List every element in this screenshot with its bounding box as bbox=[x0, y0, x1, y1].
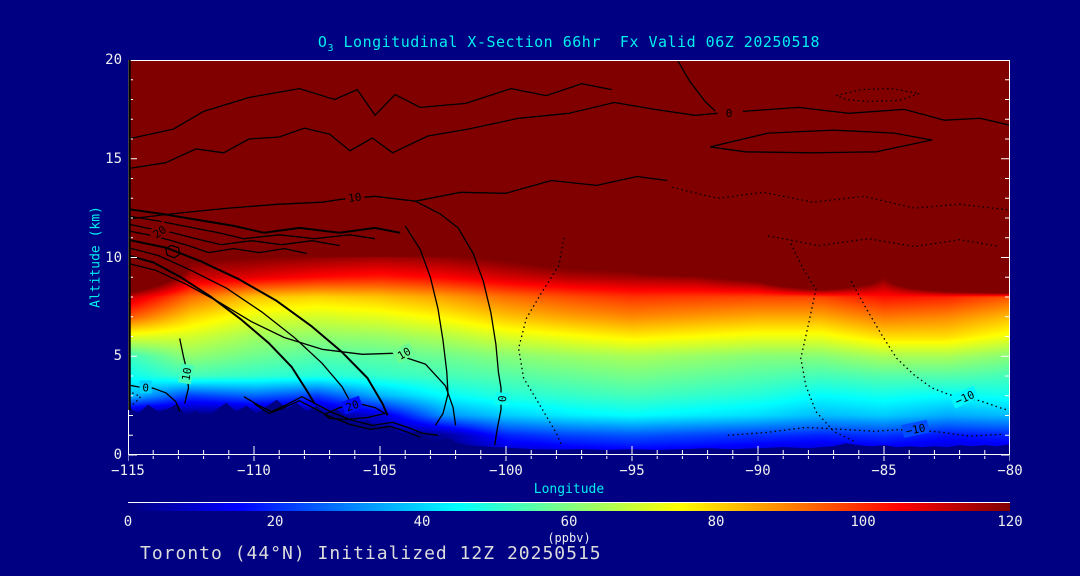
y-tick-label: 15 bbox=[105, 150, 122, 167]
contour-label-group: 20 bbox=[340, 395, 364, 415]
contour-line-solid bbox=[404, 225, 449, 426]
contour-label: 0 bbox=[496, 395, 510, 403]
contour-label: 10 bbox=[179, 366, 194, 381]
contour-line-dotted bbox=[672, 186, 1010, 211]
contour-line-solid bbox=[128, 215, 376, 240]
contour-label-group: 10 bbox=[177, 363, 195, 385]
contour-line-solid bbox=[128, 238, 389, 416]
x-tick-label: −80 bbox=[997, 463, 1023, 479]
contour-label-group: −10 bbox=[901, 419, 930, 438]
x-tick-label: −100 bbox=[489, 463, 523, 479]
ozone-field-canvas bbox=[128, 60, 1010, 455]
chart-title-rest: Longitudinal X-Section 66hr Fx Valid 06Z… bbox=[333, 33, 821, 51]
contour-label-bg bbox=[949, 385, 979, 409]
contour-label: −10 bbox=[905, 421, 927, 438]
contour-line-solid bbox=[128, 246, 353, 406]
colorbar-tick-label: 100 bbox=[850, 514, 876, 530]
colorbar-tick-label: 60 bbox=[560, 514, 578, 530]
contour-line-dotted bbox=[727, 426, 1003, 437]
contour-label: 20 bbox=[344, 398, 361, 415]
contour-line-solid bbox=[128, 384, 181, 412]
contour-label: 10 bbox=[347, 190, 362, 205]
terrain-silhouette bbox=[128, 399, 1010, 455]
contour-label-group: 0 bbox=[723, 105, 736, 120]
contour-line-solid bbox=[676, 60, 716, 112]
contour-line-solid bbox=[128, 254, 316, 405]
contour-label-bg bbox=[344, 189, 366, 205]
colorbar-tick-label: 80 bbox=[707, 514, 725, 530]
contour-label-bg bbox=[723, 105, 736, 119]
contour-label: 10 bbox=[395, 345, 413, 363]
contour-line-dotted bbox=[850, 280, 1010, 412]
contour-label-group: 10 bbox=[392, 342, 416, 364]
contour-line-solid bbox=[253, 400, 421, 438]
footer-text: Toronto (44°N) Initialized 12Z 20250515 bbox=[140, 543, 602, 564]
contour-line-solid bbox=[415, 200, 502, 446]
contour-line-solid bbox=[128, 83, 612, 140]
y-tick-label: 5 bbox=[113, 348, 122, 365]
contour-line-solid bbox=[742, 106, 1010, 126]
contour-label: 20 bbox=[151, 223, 169, 241]
x-tick-label: −85 bbox=[871, 463, 897, 479]
x-tick-label: −105 bbox=[363, 463, 397, 479]
contour-label-group: −10 bbox=[949, 385, 979, 409]
contour-label-bg bbox=[147, 220, 171, 243]
contour-line-solid bbox=[128, 208, 401, 234]
contour-line-solid bbox=[243, 396, 439, 436]
y-tick-label: 20 bbox=[105, 52, 122, 68]
y-tick-label: 0 bbox=[113, 447, 122, 463]
x-tick-label: −95 bbox=[619, 463, 645, 479]
contour-line-solid bbox=[128, 101, 718, 170]
plot-area: 10 0 20 20 10 10 0 0 −10 −10 bbox=[128, 60, 1010, 461]
chart-title-subscript: 3 bbox=[327, 43, 334, 54]
contour-label-bg bbox=[901, 419, 930, 438]
contour-label-bg bbox=[177, 363, 195, 385]
x-tick-label: −115 bbox=[111, 463, 145, 479]
colorbar-units: (ppbv) bbox=[547, 531, 591, 545]
contour-label-group: 10 bbox=[344, 189, 366, 205]
contour-line-solid bbox=[128, 262, 457, 426]
contour-label-group: 0 bbox=[494, 392, 510, 406]
contour-line-dotted bbox=[790, 243, 855, 442]
contour-label-group: 0 bbox=[139, 380, 152, 394]
x-axis-title: Longitude bbox=[533, 482, 605, 497]
contour-label-bg bbox=[139, 380, 152, 394]
contour-line-solid bbox=[709, 129, 933, 154]
chart-title: O3 Longitudinal X-Section 66hr Fx Valid … bbox=[128, 33, 1010, 54]
contour-label: 0 bbox=[726, 107, 733, 120]
contour-label-group: 20 bbox=[147, 220, 171, 243]
contour-label: 0 bbox=[142, 381, 149, 394]
chart-title-prefix: O bbox=[317, 33, 328, 51]
contour-line-dotted bbox=[767, 235, 1001, 248]
colorbar-tick-label: 40 bbox=[413, 514, 431, 530]
plot-frame bbox=[128, 60, 1010, 455]
x-tick-label: −110 bbox=[237, 463, 271, 479]
x-tick-label: −90 bbox=[745, 463, 771, 479]
colorbar-tick-label: 20 bbox=[266, 514, 284, 530]
contour-line-dotted bbox=[517, 237, 565, 446]
colorbar-tick-label: 0 bbox=[123, 514, 133, 530]
y-tick-label: 10 bbox=[105, 249, 122, 266]
colorbar-tick-label: 120 bbox=[997, 514, 1023, 530]
contour-label-bg bbox=[340, 395, 364, 415]
contour-line-solid bbox=[128, 175, 668, 220]
contour-label-bg bbox=[392, 342, 416, 364]
contour-label-bg bbox=[494, 392, 509, 406]
contour-overlay: 10 0 20 20 10 10 0 0 −10 −10 bbox=[128, 60, 1010, 461]
contour-line-dotted bbox=[835, 87, 920, 103]
colorbar bbox=[128, 502, 1010, 511]
